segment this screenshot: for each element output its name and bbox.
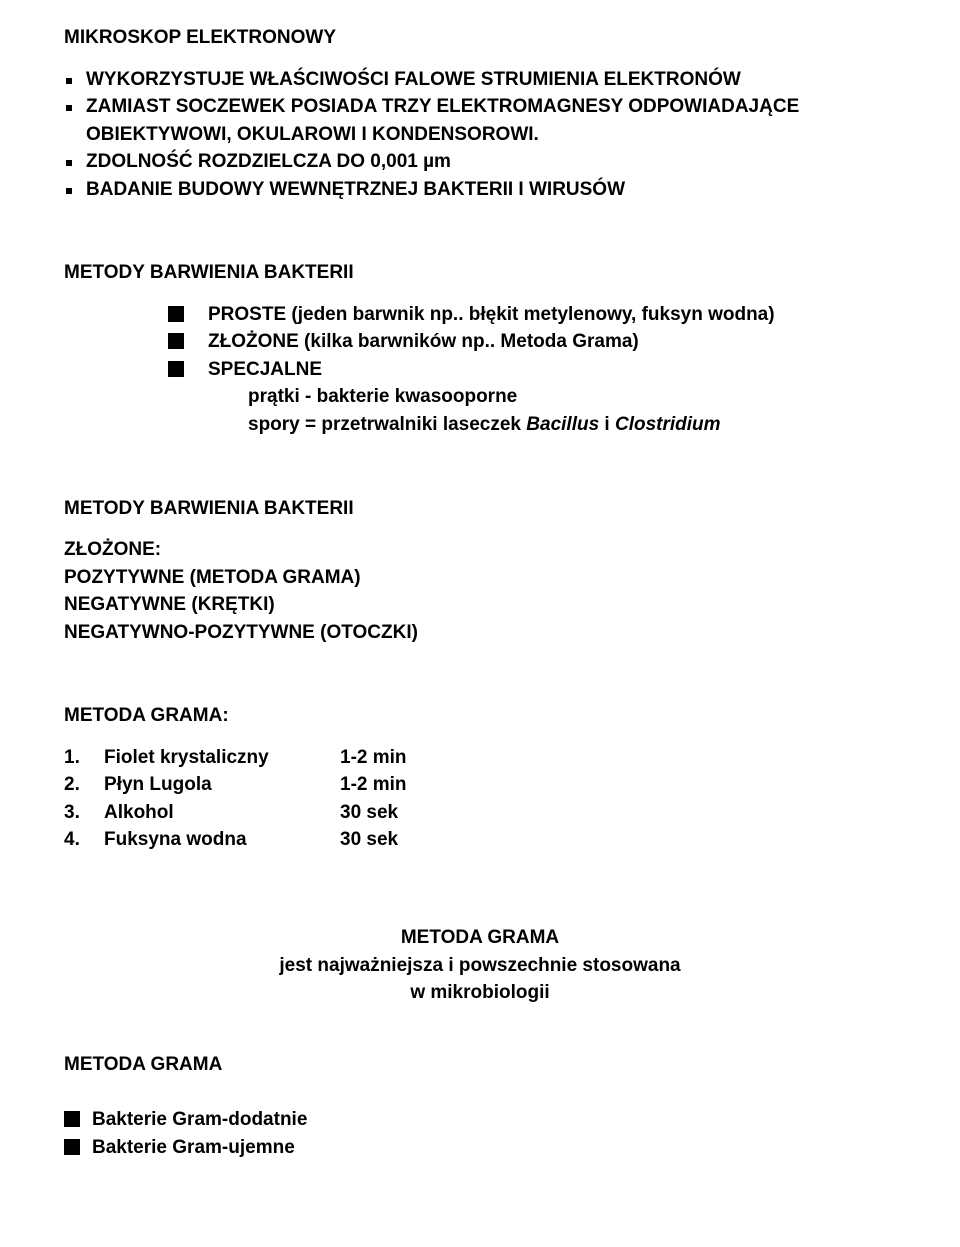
section1-list: WYKORZYSTUJE WŁAŚCIWOŚCI FALOWE STRUMIEN… bbox=[64, 66, 896, 204]
list-item: ZAMIAST SOCZEWEK POSIADA TRZY ELEKTROMAG… bbox=[64, 93, 896, 148]
centered-line: jest najważniejsza i powszechnie stosowa… bbox=[64, 952, 896, 980]
list-item: WYKORZYSTUJE WŁAŚCIWOŚCI FALOWE STRUMIEN… bbox=[64, 66, 896, 94]
step-time: 1-2 min bbox=[320, 771, 413, 799]
gram-steps-table: 1. Fiolet krystaliczny 1-2 min 2. Płyn L… bbox=[64, 744, 413, 854]
section2-title: METODY BARWIENIA BAKTERII bbox=[64, 259, 896, 287]
sub-italic: Clostridium bbox=[615, 414, 721, 435]
sub-italic: Bacillus bbox=[526, 414, 599, 435]
section4-title: METODA GRAMA: bbox=[64, 702, 896, 730]
table-row: 1. Fiolet krystaliczny 1-2 min bbox=[64, 744, 413, 772]
list-item: SPECJALNE prątki - bakterie kwasooporne … bbox=[168, 356, 896, 439]
step-name: Płyn Lugola bbox=[104, 771, 320, 799]
centered-line: METODA GRAMA bbox=[64, 924, 896, 952]
item-rest: Gram-ujemne bbox=[172, 1137, 294, 1158]
step-name: Fiolet krystaliczny bbox=[104, 744, 320, 772]
step-number: 1. bbox=[64, 744, 104, 772]
section3-block: ZŁOŻONE: POZYTYWNE (METODA GRAMA) NEGATY… bbox=[64, 536, 896, 646]
list-item: Bakterie Gram-ujemne bbox=[64, 1134, 896, 1162]
sub-mid: i bbox=[599, 414, 615, 435]
centered-statement: METODA GRAMA jest najważniejsza i powsze… bbox=[64, 924, 896, 1007]
list-item: BADANIE BUDOWY WEWNĘTRZNEJ BAKTERII I WI… bbox=[64, 176, 896, 204]
list-item: ZDOLNOŚĆ ROZDZIELCZA DO 0,001 µm bbox=[64, 148, 896, 176]
plain-line: ZŁOŻONE: bbox=[64, 536, 896, 564]
plain-line: POZYTYWNE (METODA GRAMA) bbox=[64, 564, 896, 592]
list-item-text: SPECJALNE bbox=[208, 359, 322, 380]
list-item-text: PROSTE (jeden barwnik np.. błękit metyle… bbox=[208, 304, 775, 325]
step-name: Alkohol bbox=[104, 799, 320, 827]
section6-list: Bakterie Gram-dodatnie Bakterie Gram-uje… bbox=[64, 1106, 896, 1161]
item-rest: Gram-dodatnie bbox=[172, 1109, 307, 1130]
item-prefix: Bakterie bbox=[92, 1137, 172, 1158]
sub-prefix: spory = przetrwalniki laseczek bbox=[248, 414, 526, 435]
step-time: 30 sek bbox=[320, 826, 413, 854]
plain-line: NEGATYWNE (KRĘTKI) bbox=[64, 591, 896, 619]
step-name: Fuksyna wodna bbox=[104, 826, 320, 854]
sub-line: spory = przetrwalniki laseczek Bacillus … bbox=[248, 411, 896, 439]
step-number: 2. bbox=[64, 771, 104, 799]
step-time: 1-2 min bbox=[320, 744, 413, 772]
sub-line: prątki - bakterie kwasooporne bbox=[248, 383, 896, 411]
item-prefix: Bakterie bbox=[92, 1109, 172, 1130]
table-row: 4. Fuksyna wodna 30 sek bbox=[64, 826, 413, 854]
section3-title: METODY BARWIENIA BAKTERII bbox=[64, 495, 896, 523]
section6-title: METODA GRAMA bbox=[64, 1051, 896, 1079]
step-time: 30 sek bbox=[320, 799, 413, 827]
table-row: 2. Płyn Lugola 1-2 min bbox=[64, 771, 413, 799]
table-row: 3. Alkohol 30 sek bbox=[64, 799, 413, 827]
list-item: PROSTE (jeden barwnik np.. błękit metyle… bbox=[168, 301, 896, 329]
section1-title: MIKROSKOP ELEKTRONOWY bbox=[64, 24, 896, 52]
list-item: Bakterie Gram-dodatnie bbox=[64, 1106, 896, 1134]
plain-line: NEGATYWNO-POZYTYWNE (OTOCZKI) bbox=[64, 619, 896, 647]
list-item: ZŁOŻONE (kilka barwników np.. Metoda Gra… bbox=[168, 328, 896, 356]
list-item-text: ZŁOŻONE (kilka barwników np.. Metoda Gra… bbox=[208, 331, 639, 352]
centered-line: w mikrobiologii bbox=[64, 979, 896, 1007]
step-number: 4. bbox=[64, 826, 104, 854]
step-number: 3. bbox=[64, 799, 104, 827]
section2-list: PROSTE (jeden barwnik np.. błękit metyle… bbox=[168, 301, 896, 439]
